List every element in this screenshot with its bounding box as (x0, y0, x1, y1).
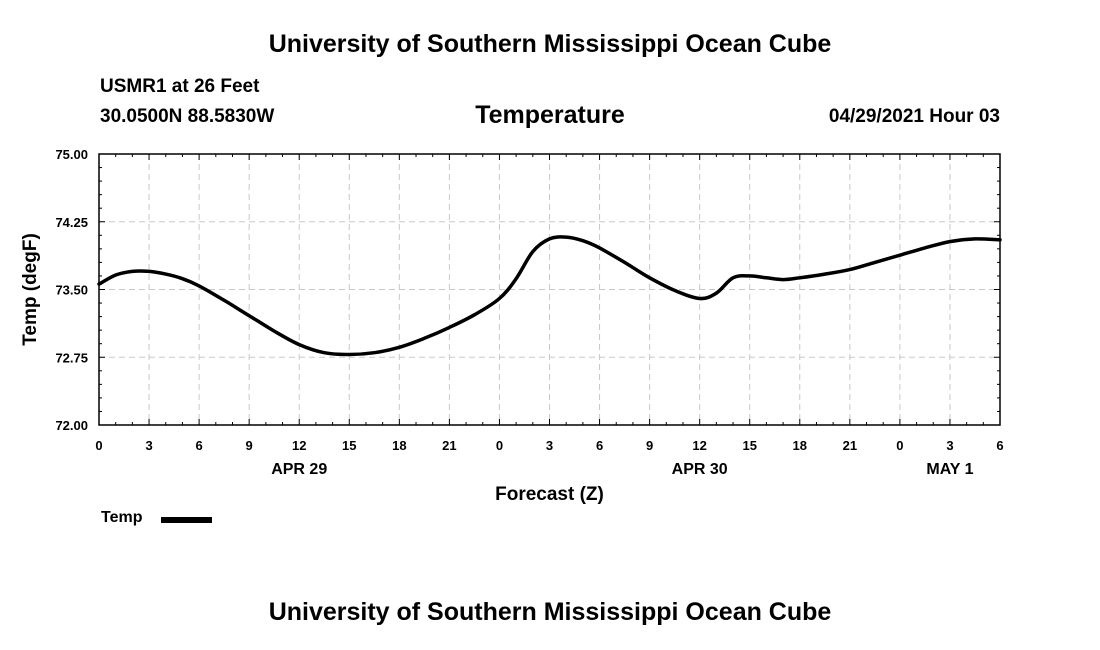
x-tick-label: 15 (342, 438, 356, 453)
page-title: University of Southern Mississippi Ocean… (268, 30, 832, 58)
x-tick-label: 0 (896, 438, 903, 453)
x-tick-label: 9 (246, 438, 253, 453)
y-tick-label: 72.00 (55, 418, 88, 433)
x-tick-label: 15 (742, 438, 756, 453)
y-tick-label: 73.50 (55, 283, 88, 298)
x-tick-label: 9 (646, 438, 653, 453)
date-label: APR 30 (672, 461, 728, 478)
legend-swatch (161, 517, 212, 523)
y-axis-title: Temp (degF) (20, 233, 41, 346)
x-tick-label: 3 (145, 438, 152, 453)
x-tick-label: 3 (946, 438, 953, 453)
plot-frame (98, 153, 1001, 426)
x-tick-label: 18 (793, 438, 807, 453)
x-axis-title: Forecast (Z) (495, 484, 604, 505)
date-label: APR 29 (271, 461, 327, 478)
variable-title: Temperature (475, 101, 625, 129)
x-tick-label: 3 (546, 438, 553, 453)
x-tick-label: 6 (996, 438, 1003, 453)
y-tick-label: 74.25 (55, 215, 88, 230)
station-label: USMR1 at 26 Feet (100, 76, 260, 97)
x-tick-label: 21 (843, 438, 857, 453)
forecast-datetime: 04/29/2021 Hour 03 (828, 106, 1000, 127)
x-tick-label: 12 (292, 438, 306, 453)
footer-title: University of Southern Mississippi Ocean… (268, 598, 832, 626)
x-tick-label: 0 (496, 438, 503, 453)
y-tick-label: 72.75 (55, 350, 88, 365)
x-tick-label: 6 (195, 438, 202, 453)
x-tick-label: 18 (392, 438, 406, 453)
date-label: MAY 1 (926, 461, 973, 478)
x-tick-label: 12 (692, 438, 706, 453)
legend-label: Temp (101, 509, 143, 526)
series-line-temp (97, 235, 1002, 357)
y-tick-label: 75.00 (55, 147, 88, 162)
x-tick-label: 6 (596, 438, 603, 453)
station-coordinates: 30.0500N 88.5830W (100, 106, 275, 127)
x-tick-label: 21 (442, 438, 456, 453)
x-tick-label: 0 (95, 438, 102, 453)
